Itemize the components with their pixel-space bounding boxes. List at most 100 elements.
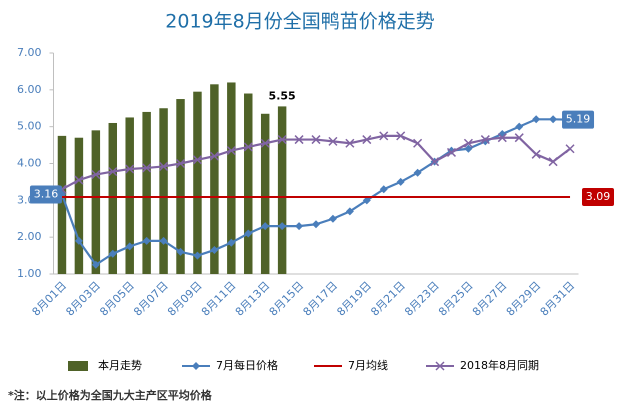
point (159, 161, 169, 171)
legend-marker (192, 362, 200, 370)
bar (108, 122, 118, 274)
point (396, 177, 405, 186)
point (192, 155, 202, 165)
point (209, 151, 219, 161)
point (295, 222, 304, 231)
chart-title: 2019年8月份全国鸭苗价格走势 (165, 11, 434, 33)
x-tick-label: 8月29日 (504, 279, 544, 319)
point (532, 115, 541, 124)
x-tick-label: 8月15日 (267, 279, 307, 319)
point (175, 158, 186, 169)
point (226, 146, 236, 156)
data-label-box (562, 110, 595, 129)
bar (193, 91, 202, 274)
point (243, 142, 253, 152)
y-tick-label: 6.00 (17, 83, 42, 96)
x-tick-label: 8月27日 (470, 279, 510, 319)
point (193, 251, 202, 260)
point (159, 236, 168, 245)
point (277, 135, 287, 145)
y-tick-label: 4.00 (17, 157, 42, 170)
bar (210, 84, 219, 274)
data-label: 5.55 (269, 89, 296, 102)
point (91, 260, 100, 269)
x-tick-label: 8月09日 (165, 279, 205, 319)
x-tick-label: 8月13日 (233, 279, 273, 319)
bar (142, 111, 151, 274)
bar (260, 113, 270, 275)
point (531, 149, 541, 159)
point (210, 246, 219, 255)
x-tick-label: 8月17日 (301, 279, 341, 319)
point (261, 222, 270, 231)
data-label: 5.19 (566, 113, 591, 126)
x-tick-label: 8月21日 (368, 279, 408, 319)
point (74, 236, 83, 245)
y-tick-label: 1.00 (17, 267, 42, 280)
x-tick-label: 8月23日 (402, 279, 442, 319)
point (74, 175, 84, 185)
legend-label: 本月走势 (98, 358, 142, 372)
point (362, 196, 371, 205)
bar (159, 108, 168, 274)
point (379, 185, 388, 194)
data-label: 3.16 (34, 187, 59, 200)
point (108, 249, 117, 258)
point (125, 242, 134, 251)
point (413, 138, 423, 148)
point (430, 157, 440, 167)
point (278, 222, 287, 231)
point (328, 136, 338, 146)
point (464, 144, 473, 153)
legend-swatch (68, 361, 88, 371)
data-label-box (29, 185, 62, 204)
y-tick-label: 5.00 (17, 120, 42, 133)
point (345, 138, 355, 148)
bar (91, 130, 101, 274)
legend-label: 2018年8月同期 (460, 358, 539, 372)
legend-label: 7月均线 (348, 358, 388, 372)
point (480, 135, 490, 145)
legend-marker (435, 361, 445, 371)
y-tick-label: 2.00 (17, 230, 42, 243)
point (244, 229, 253, 238)
bar (57, 135, 67, 274)
x-tick-label: 8月07日 (131, 279, 171, 319)
y-tick-label: 7.00 (17, 46, 42, 59)
bar (176, 99, 185, 275)
x-tick-label: 8月19日 (334, 279, 374, 319)
bar (277, 106, 287, 275)
point (227, 238, 236, 247)
point (548, 157, 558, 167)
legend-label: 7月每日价格 (216, 358, 278, 372)
data-label: 3.09 (586, 190, 611, 203)
bar (244, 93, 253, 275)
point (260, 138, 270, 148)
point (312, 220, 320, 229)
x-tick-label: 8月05日 (97, 279, 137, 319)
bar (74, 137, 84, 274)
point (176, 247, 185, 256)
x-tick-label: 8月31日 (538, 279, 578, 319)
line (61, 134, 571, 191)
point (345, 207, 354, 216)
point (514, 133, 524, 143)
point (413, 168, 422, 177)
point (142, 236, 151, 245)
bar (125, 117, 134, 274)
point (108, 167, 118, 177)
point (311, 135, 321, 145)
point (549, 115, 558, 124)
point (125, 164, 135, 174)
point (497, 133, 507, 143)
x-tick-label: 8月25日 (436, 279, 476, 319)
point (379, 131, 389, 141)
point (294, 135, 304, 145)
point (515, 122, 524, 131)
point (91, 170, 101, 180)
x-tick-label: 8月01日 (30, 279, 70, 319)
point (362, 135, 372, 145)
data-label-box (582, 188, 614, 207)
point (565, 144, 575, 154)
